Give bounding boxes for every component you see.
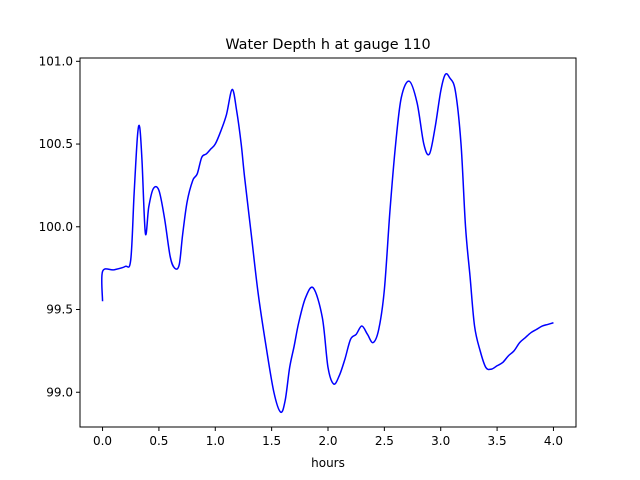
x-axis-label: hours <box>311 456 345 470</box>
x-tick-label: 1.5 <box>262 434 281 448</box>
y-tick-label: 99.5 <box>46 303 73 317</box>
x-tick-label: 0.5 <box>149 434 168 448</box>
x-axis-ticks: 0.0 0.5 1.0 1.5 2.0 2.5 3.0 3.5 4.0 <box>93 427 563 448</box>
chart-title: Water Depth h at gauge 110 <box>225 37 430 53</box>
x-tick-label: 2.5 <box>375 434 394 448</box>
plot-area <box>80 58 576 427</box>
plot-frame <box>79 57 577 428</box>
x-tick-label: 3.5 <box>488 434 507 448</box>
series-line <box>100 73 554 414</box>
y-tick-label: 100.5 <box>39 137 73 151</box>
x-tick-label: 2.0 <box>318 434 337 448</box>
y-tick-label: 100.0 <box>39 220 73 234</box>
y-tick-label: 99.0 <box>46 385 73 399</box>
x-tick-label: 0.0 <box>93 434 112 448</box>
x-tick-label: 1.0 <box>206 434 225 448</box>
x-tick-label: 3.0 <box>431 434 450 448</box>
x-tick-label: 4.0 <box>544 434 563 448</box>
y-axis-ticks: 99.0 99.5 100.0 100.5 101.0 <box>39 54 80 399</box>
y-tick-label: 101.0 <box>39 54 73 68</box>
